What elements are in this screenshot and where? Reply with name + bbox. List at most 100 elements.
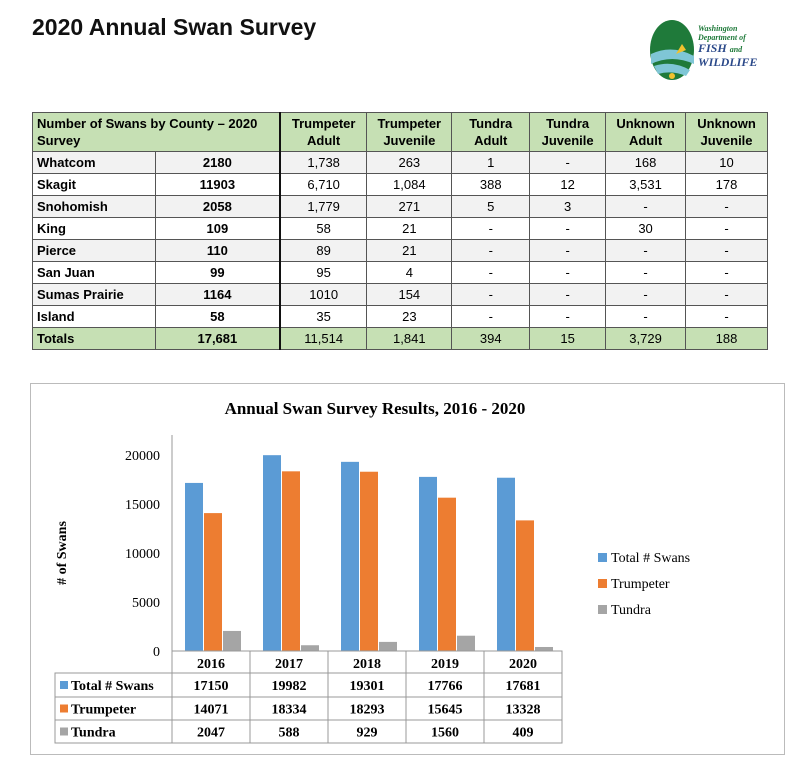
cell: 3 xyxy=(529,195,607,218)
bar-trumpeter-2016 xyxy=(204,513,222,651)
cell: 3,729 xyxy=(605,327,687,350)
cell: 154 xyxy=(366,283,453,306)
cell: 11,514 xyxy=(278,327,368,350)
county-name: Totals xyxy=(32,327,156,350)
cell: 1,738 xyxy=(278,151,368,174)
cell: 1,779 xyxy=(278,195,368,218)
legend-entry: Trumpeter xyxy=(611,577,670,592)
table-row: King 109 58 21- -30- xyxy=(32,217,768,240)
x-tick-label: 2017 xyxy=(275,657,303,672)
data-label: 929 xyxy=(357,726,378,741)
data-table-series-label: Trumpeter xyxy=(71,703,136,718)
bar-trumpeter-2019 xyxy=(438,497,456,651)
table-row: Pierce 110 89 21- - - - xyxy=(32,239,768,262)
bar-tundra-2019 xyxy=(457,635,475,651)
table-row: Island 58 35 23- - - - xyxy=(32,305,768,328)
county-total: 17,681 xyxy=(154,327,281,350)
table-row: Whatcom 2180 1,738 263 1-168 10 xyxy=(32,151,768,174)
x-tick-label: 2020 xyxy=(509,657,537,672)
cell: 394 xyxy=(451,327,531,350)
y-axis-label: # of Swans xyxy=(55,521,70,585)
wdfw-logo: Washington Department of FISH and WILDLI… xyxy=(648,14,768,84)
table-header: Number of Swans by County – 2020 Survey … xyxy=(31,112,768,152)
column-header: Unknown Juvenile xyxy=(685,112,768,152)
column-header: Tundra Adult xyxy=(451,112,531,152)
cell: - xyxy=(451,283,531,306)
data-label: 588 xyxy=(279,726,300,741)
legend-entry: Total # Swans xyxy=(611,551,690,566)
y-tick-label: 5000 xyxy=(132,596,160,611)
data-label: 19982 xyxy=(272,679,307,694)
logo-text: FISH xyxy=(698,41,727,55)
legend-key-icon xyxy=(60,704,68,713)
cell: 1 xyxy=(451,151,531,174)
county-name: San Juan xyxy=(32,261,156,284)
data-label: 2047 xyxy=(197,726,225,741)
cell: 15 xyxy=(529,327,607,350)
logo-text: Department of xyxy=(698,33,746,42)
column-header: Trumpeter Juvenile xyxy=(366,112,453,152)
logo-text: WILDLIFE xyxy=(698,55,758,69)
legend-entry: Tundra xyxy=(611,603,652,618)
logo-emblem-icon xyxy=(650,20,694,80)
data-label: 1560 xyxy=(431,726,459,741)
x-tick-label: 2016 xyxy=(197,657,225,672)
data-label: 19301 xyxy=(350,679,385,694)
county-name: Whatcom xyxy=(32,151,156,174)
chart-title: Annual Swan Survey Results, 2016 - 2020 xyxy=(225,399,526,418)
cell: - xyxy=(529,151,607,174)
x-tick-label: 2019 xyxy=(431,657,459,672)
data-label: 15645 xyxy=(428,703,463,718)
bar-total-swans-2017 xyxy=(263,455,281,651)
data-label: 17150 xyxy=(194,679,229,694)
cell: - xyxy=(529,239,607,262)
county-table: Number of Swans by County – 2020 Survey … xyxy=(31,112,768,350)
data-label: 17766 xyxy=(428,679,463,694)
bar-total-swans-2020 xyxy=(497,477,515,651)
county-total: 2058 xyxy=(154,195,281,218)
data-label: 18293 xyxy=(350,703,385,718)
cell: 188 xyxy=(685,327,768,350)
data-label: 409 xyxy=(513,726,534,741)
legend-key-icon xyxy=(60,681,68,689)
logo-text: Washington xyxy=(698,24,738,33)
data-label: 17681 xyxy=(506,679,541,694)
data-table-series-label: Tundra xyxy=(71,726,116,741)
cell: 168 xyxy=(605,151,687,174)
cell: 21 xyxy=(366,239,453,262)
totals-row: Totals 17,681 11,514 1,841 394 15 3,729 188 xyxy=(32,327,768,350)
column-header: Unknown Adult xyxy=(605,112,687,152)
data-label: 14071 xyxy=(194,703,229,718)
bar-trumpeter-2017 xyxy=(282,471,300,651)
x-tick-label: 2018 xyxy=(353,657,381,672)
table-row: Snohomish 2058 1,779 271 5 3- - xyxy=(32,195,768,218)
table-row: San Juan 99 95 4- - - - xyxy=(32,261,768,284)
county-total: 2180 xyxy=(154,151,281,174)
logo-text: and xyxy=(729,45,743,54)
cell: - xyxy=(605,239,687,262)
cell: 1,841 xyxy=(366,327,453,350)
cell: - xyxy=(685,283,768,306)
legend-marker-icon xyxy=(598,579,607,588)
bar-tundra-2020 xyxy=(535,646,553,651)
legend-key-icon xyxy=(60,727,68,736)
cell: 1010 xyxy=(278,283,368,306)
cell: 89 xyxy=(278,239,368,262)
data-label: 18334 xyxy=(272,703,307,718)
bar-tundra-2018 xyxy=(379,641,397,651)
cell: - xyxy=(605,283,687,306)
legend-marker-icon xyxy=(598,605,607,614)
y-tick-label: 10000 xyxy=(125,547,160,562)
data-table-series-label: Total # Swans xyxy=(71,679,154,694)
county-name: Sumas Prairie xyxy=(32,283,156,306)
cell: - xyxy=(605,195,687,218)
bar-trumpeter-2018 xyxy=(360,471,378,651)
bar-total-swans-2019 xyxy=(419,476,437,651)
bar-tundra-2017 xyxy=(301,645,319,651)
county-name: Snohomish xyxy=(32,195,156,218)
column-header: Trumpeter Adult xyxy=(278,112,368,152)
legend-marker-icon xyxy=(598,553,607,562)
bar-total-swans-2016 xyxy=(185,482,203,651)
cell: 263 xyxy=(366,151,453,174)
